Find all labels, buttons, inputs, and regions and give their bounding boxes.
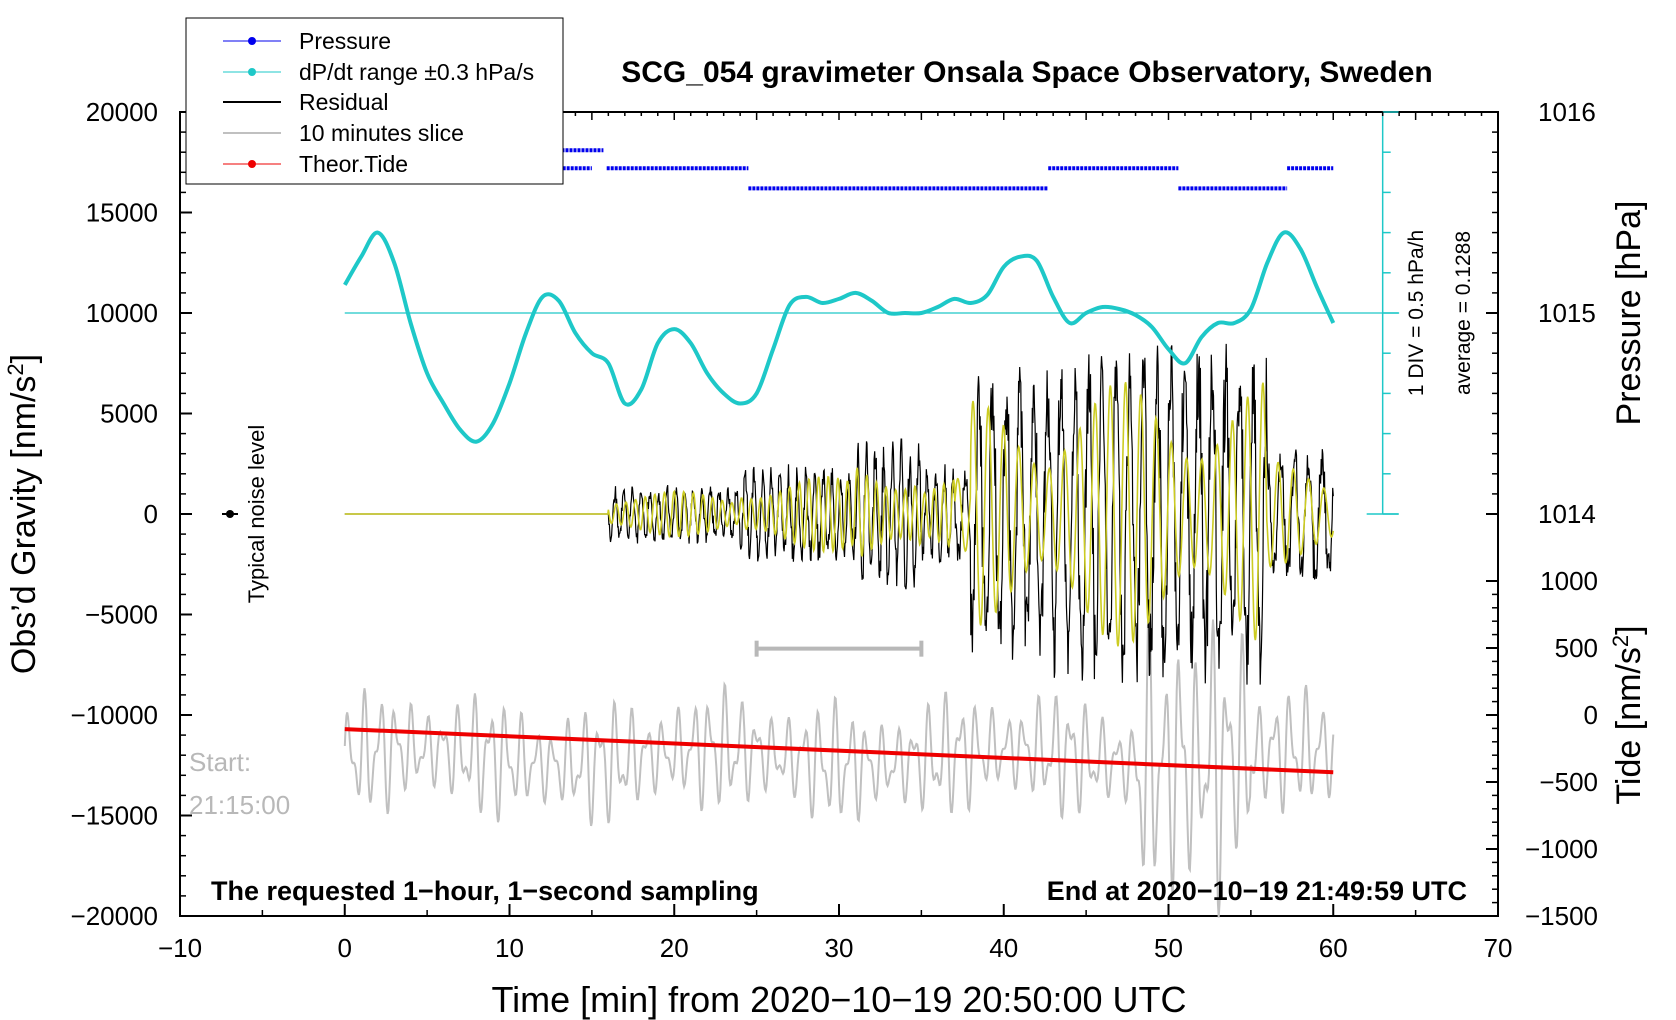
y-axis-label-left-main: Obs’d Gravity [nm/s xyxy=(5,376,43,675)
x-tick-label: 0 xyxy=(338,933,352,963)
tide-tick-label: −1500 xyxy=(1525,901,1598,931)
x-tick-label: 70 xyxy=(1484,933,1513,963)
y-tick-label: −20000 xyxy=(71,901,158,931)
y-axis-label-tide: Tide [nm/s2] xyxy=(1608,625,1649,804)
start-label: Start: xyxy=(189,747,251,777)
residual-filtered-line xyxy=(344,381,1335,647)
legend: Pressure dP/dt range ±0.3 hPa/s Residual… xyxy=(185,17,564,185)
x-axis-label: Time [min] from 2020−10−19 20:50:00 UTC xyxy=(491,979,1186,1020)
tide-tick-label: 0 xyxy=(1584,700,1598,730)
tide-tick-label: 500 xyxy=(1555,633,1598,663)
y-axis-label-left-end: ] xyxy=(5,354,43,363)
dpdt-average-label: average = 0.1288 xyxy=(1452,231,1475,395)
chart-title: SCG_054 gravimeter Onsala Space Observat… xyxy=(621,56,1433,89)
legend-dot-tide xyxy=(248,160,256,168)
legend-label-slice: 10 minutes slice xyxy=(299,120,464,146)
pressure-tick-label: 1016 xyxy=(1538,97,1596,127)
legend-label-pressure: Pressure xyxy=(299,28,391,54)
dpdt-scale-axis xyxy=(344,111,1400,515)
y-tick-label: 10000 xyxy=(86,298,158,328)
x-tick-label: −10 xyxy=(158,933,202,963)
x-tick-label: 30 xyxy=(825,933,854,963)
legend-entry-dpdt: dP/dt range ±0.3 hPa/s xyxy=(223,59,534,85)
noise-level-label: Typical noise level xyxy=(244,425,269,604)
y-axis-label-pressure: Pressure [hPa] xyxy=(1610,201,1648,426)
pressure-tick-label: 1014 xyxy=(1538,499,1596,529)
y-tick-label: 0 xyxy=(144,499,158,529)
legend-entry-slice: 10 minutes slice xyxy=(223,120,464,146)
y-tick-label: −15000 xyxy=(71,801,158,831)
y-axis-label-left: Obs’d Gravity [nm/s2] xyxy=(3,354,44,674)
y-tick-label: −5000 xyxy=(85,600,158,630)
legend-entry-tide: Theor.Tide xyxy=(223,151,408,177)
x-tick-label: 50 xyxy=(1154,933,1183,963)
x-tick-label: 20 xyxy=(660,933,689,963)
y-axis-label-tide-end: ] xyxy=(1610,625,1648,634)
y-axis-label-tide-main: Tide [nm/s xyxy=(1610,647,1648,804)
legend-entry-residual: Residual xyxy=(223,89,389,115)
y-tick-label: 5000 xyxy=(100,399,158,429)
y-axis-label-left-sup: 2 xyxy=(3,363,28,375)
y-tick-label: 15000 xyxy=(86,198,158,228)
ten-minute-slice-bar xyxy=(754,640,924,657)
footer-left-note: The requested 1−hour, 1−second sampling xyxy=(211,876,759,906)
y-tick-label: 20000 xyxy=(86,97,158,127)
slice-line xyxy=(343,600,1335,918)
axes-ticks: −10 0 10 20 30 40 50 60 7020000150001000050000−5… xyxy=(71,97,1598,963)
x-tick-label: 10 xyxy=(495,933,524,963)
theor-tide-series xyxy=(344,727,1334,775)
legend-dot-pressure xyxy=(248,37,256,45)
tide-line xyxy=(344,727,1334,775)
tide-tick-label: −1000 xyxy=(1525,834,1598,864)
y-axis-label-tide-sup: 2 xyxy=(1608,635,1633,647)
tide-tick-label: 1000 xyxy=(1540,566,1598,596)
residual-series xyxy=(344,343,1335,685)
y-tick-label: −10000 xyxy=(71,700,158,730)
x-tick-label: 40 xyxy=(989,933,1018,963)
tide-tick-label: −500 xyxy=(1539,767,1598,797)
legend-label-residual: Residual xyxy=(299,89,389,115)
dpdt-scale-label: 1 DIV = 0.5 hPa/h xyxy=(1405,230,1428,396)
pressure-tick-label: 1015 xyxy=(1538,298,1596,328)
legend-dot-dpdt xyxy=(248,68,256,76)
legend-entry-pressure: Pressure xyxy=(223,28,391,54)
ten-minute-slice-series xyxy=(343,600,1335,918)
dpdt-series xyxy=(343,230,1336,444)
start-time: 21:15:00 xyxy=(189,790,290,820)
footer-right-note: End at 2020−10−19 21:49:59 UTC xyxy=(1047,876,1467,906)
legend-label-tide: Theor.Tide xyxy=(299,151,408,177)
legend-label-dpdt: dP/dt range ±0.3 hPa/s xyxy=(299,59,534,85)
x-tick-label: 60 xyxy=(1319,933,1348,963)
dpdt-line xyxy=(343,230,1336,444)
